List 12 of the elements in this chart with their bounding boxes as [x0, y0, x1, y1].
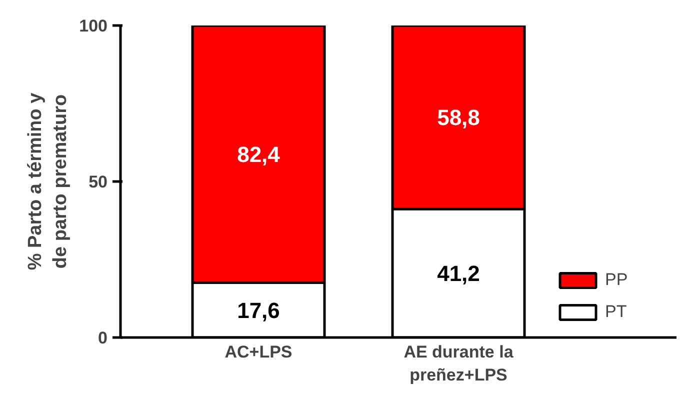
data-label: 41,2 [437, 261, 480, 286]
legend-label: PT [605, 302, 627, 322]
x-tick-label: AE durante la preñez+LPS [404, 342, 514, 384]
legend-label: PP [605, 270, 628, 290]
y-tick-label: 100 [79, 16, 108, 36]
x-tick-label: AC+LPS [224, 342, 292, 362]
y-tick-label: 0 [98, 328, 108, 348]
y-tick-label: 50 [88, 172, 108, 192]
y-axis-title: % Parto a término y de parto prematuro [24, 92, 72, 270]
data-label: 17,6 [237, 298, 280, 324]
data-label: 82,4 [237, 142, 281, 168]
data-label: 58,8 [437, 105, 480, 130]
